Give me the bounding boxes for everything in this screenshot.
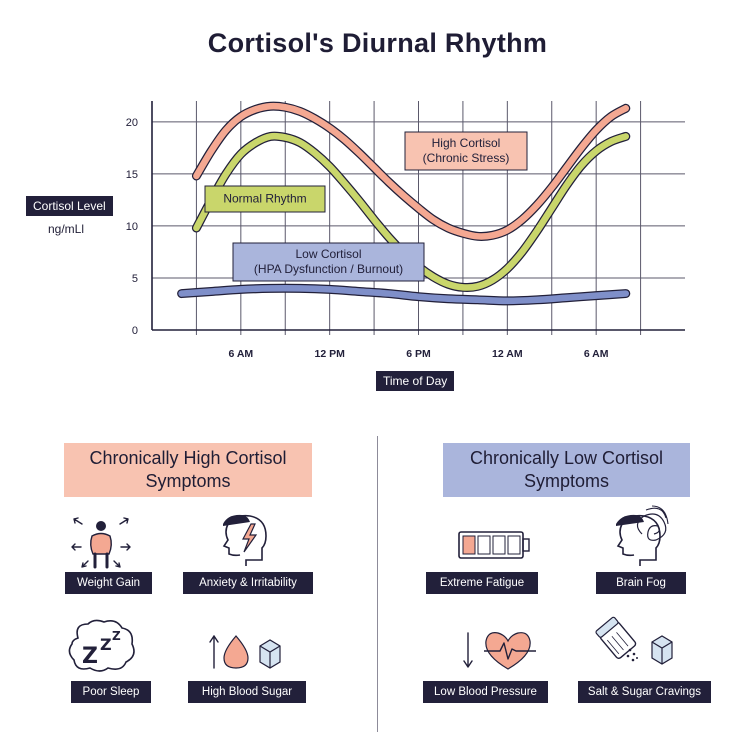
y-tick-label-3: 15: [126, 169, 138, 181]
head-fog-icon: [616, 505, 669, 566]
y-tick-label-4: 20: [126, 117, 138, 129]
symptom-label-low-blood-pressure: Low Blood Pressure: [423, 681, 548, 703]
chart-tick-labels: 0 5 10 15 20 6 AM 12 PM 6 PM 12 AM 6 AM: [126, 117, 609, 360]
head-lightning-icon: [222, 514, 267, 566]
symptom-label-weight-gain: Weight Gain: [65, 572, 152, 594]
x-tick-label-2: 6 PM: [406, 348, 431, 360]
svg-text:Z: Z: [112, 629, 121, 643]
svg-text:Z: Z: [82, 644, 98, 669]
low-cortisol-panel-title: Chronically Low Cortisol Symptoms: [443, 443, 690, 497]
symptom-label-extreme-fatigue: Extreme Fatigue: [426, 572, 538, 594]
panel-divider: [377, 436, 378, 732]
symptom-label-brain-fog: Brain Fog: [596, 572, 686, 594]
low-battery-icon: [458, 531, 530, 559]
chart-axes: [151, 101, 685, 331]
y-tick-label-0: 0: [132, 325, 138, 337]
normal-rhythm-annotation-box: [204, 185, 326, 213]
low-panel-title-line1: Chronically Low Cortisol: [469, 448, 664, 468]
y-axis-label: Cortisol Level: [26, 196, 113, 216]
low-cortisol-annotation-box: [232, 242, 425, 282]
high-cortisol-line: [191, 101, 631, 241]
x-tick-label-0: 6 AM: [228, 348, 253, 360]
normal-rhythm-annotation-text-0: Normal Rhythm: [223, 192, 306, 206]
svg-text:Z: Z: [100, 635, 112, 654]
cortisol-line-chart: High Cortisol(Chronic Stress) Normal Rhyt…: [126, 101, 685, 360]
heart-pulse-icon: [463, 632, 536, 670]
symptom-label-anxiety: Anxiety & Irritability: [183, 572, 313, 594]
low-cortisol-line-fill: [178, 284, 630, 305]
high-cortisol-line-fill: [193, 102, 630, 240]
low-cortisol-line: [177, 283, 631, 306]
high-cortisol-annotation-text-0: High Cortisol: [432, 136, 501, 150]
y-tick-label-2: 10: [126, 221, 138, 233]
x-tick-label-3: 12 AM: [492, 348, 523, 360]
y-axis-unit-label: ng/mLl: [48, 222, 85, 236]
high-cortisol-annotation-text-1: (Chronic Stress): [423, 151, 510, 165]
x-axis-label: Time of Day: [376, 371, 455, 391]
chart-annotations: High Cortisol(Chronic Stress) Normal Rhyt…: [204, 131, 528, 282]
high-cortisol-annotation-box: [404, 131, 528, 171]
x-tick-label-4: 6 AM: [584, 348, 609, 360]
salt-shaker-icon: [595, 616, 673, 665]
chart-series: [177, 101, 631, 306]
x-tick-label-1: 12 PM: [314, 348, 345, 360]
drop-sugar-cube-icon: [209, 635, 281, 669]
symptom-label-high-blood-sugar: High Blood Sugar: [188, 681, 306, 703]
symptom-label-salt-sugar-cravings: Salt & Sugar Cravings: [578, 681, 711, 703]
high-cortisol-annotation: High Cortisol(Chronic Stress): [404, 131, 528, 171]
high-cortisol-panel-title: Chronically High Cortisol Symptoms: [64, 443, 312, 497]
low-cortisol-annotation-text-1: (HPA Dysfunction / Burnout): [254, 262, 403, 276]
symptom-label-poor-sleep: Poor Sleep: [71, 681, 151, 703]
low-panel-title-line2: Symptoms: [523, 471, 610, 491]
y-tick-label-1: 5: [132, 273, 138, 285]
sleep-zzz-icon: Z Z Z: [68, 619, 135, 672]
normal-rhythm-annotation: Normal Rhythm: [204, 185, 326, 213]
high-panel-title-line2: Symptoms: [145, 471, 231, 491]
page-title: Cortisol's Diurnal Rhythm: [207, 28, 548, 58]
low-cortisol-annotation: Low Cortisol(HPA Dysfunction / Burnout): [232, 242, 425, 282]
high-panel-title-line1: Chronically High Cortisol: [89, 448, 287, 468]
low-cortisol-annotation-text-0: Low Cortisol: [295, 247, 361, 261]
person-weight-icon: [71, 517, 131, 569]
